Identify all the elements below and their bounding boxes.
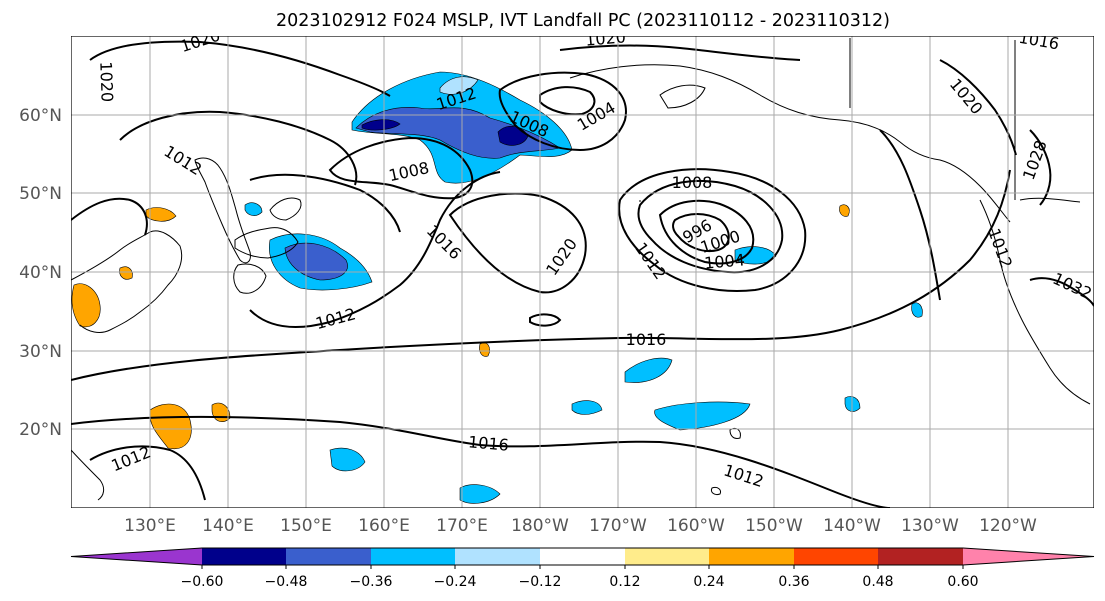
isobar-label: 1020 [96,61,116,102]
lon-label: 140°E [202,516,254,536]
isobar-label: 1008 [672,173,713,192]
isobar-label: 1004 [703,250,745,272]
colorbar-extend-max [963,548,1094,565]
colorbar-segment [878,548,963,565]
colorbar-segment [455,548,540,565]
lon-label: 170°W [589,516,647,536]
lon-label: 150°W [745,516,803,536]
lon-label: 160°W [667,516,725,536]
colorbar-tick-label: 0.36 [778,574,809,590]
longitude-labels: 130°E 140°E 150°E 160°E 170°E 180°W 170°… [124,516,1037,536]
colorbar-segment [625,548,709,565]
colorbar-segment [371,548,455,565]
lat-label: 20°N [19,420,62,440]
colorbar-segments [70,547,1095,569]
isobar-label: 1016 [626,330,667,349]
colorbar-tick-label: 0.48 [862,574,893,590]
lon-label: 160°E [358,516,410,536]
lon-label: 150°E [280,516,332,536]
lat-label: 30°N [19,342,62,362]
colorbar-segment [794,548,878,565]
mslp-isobars [71,40,1094,508]
lon-label: 120°W [979,516,1037,536]
colorbar-tick-label: −0.24 [434,574,477,590]
colorbar-segment [709,548,794,565]
lat-label: 60°N [19,106,62,126]
colorbar-segment [540,548,625,565]
colorbar-tick-label: −0.60 [181,574,224,590]
lon-label: 180°W [511,516,569,536]
colorbar-tick-label: 0.24 [693,574,724,590]
colorbar-extend-min [71,548,202,565]
graticule [71,36,1094,508]
lon-label: 130°W [901,516,959,536]
colorbar-tick-label: 0.60 [947,574,978,590]
map-title: 2023102912 F024 MSLP, IVT Landfall PC (2… [276,11,890,31]
colorbar-tick-label: 0.12 [609,574,640,590]
colorbar-tick-label: −0.48 [265,574,308,590]
isobar-label: 1020 [584,27,626,49]
lon-label: 130°E [124,516,176,536]
lon-label: 140°W [823,516,881,536]
lat-label: 40°N [19,263,62,283]
colorbar: −0.60 −0.48 −0.36 −0.24 −0.12 0.12 0.24 … [70,547,1095,590]
map-area: 1020 1020 1020 1016 1012 1012 1008 1008 … [71,27,1094,508]
ivt-positive-shading [71,204,850,450]
isobar-label: 1016 [467,432,509,454]
colorbar-segment [202,548,286,565]
lon-label: 170°E [436,516,488,536]
lat-label: 50°N [19,184,62,204]
colorbar-tick-labels: −0.60 −0.48 −0.36 −0.24 −0.12 0.12 0.24 … [181,574,979,590]
colorbar-tick-label: −0.12 [519,574,562,590]
latitude-labels: 60°N 50°N 40°N 30°N 20°N [19,106,62,440]
colorbar-tick-label: −0.36 [350,574,393,590]
colorbar-segment [286,548,371,565]
